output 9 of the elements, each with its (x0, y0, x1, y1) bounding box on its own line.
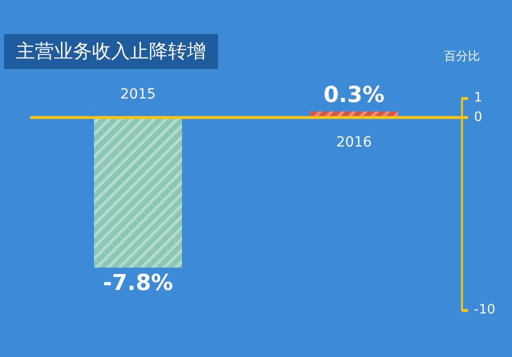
y-tick-label: 1 (474, 90, 482, 106)
x-tick-label: 2016 (336, 134, 372, 150)
x-tick-label: 2015 (120, 86, 156, 102)
y-tick-label: 0 (474, 110, 482, 125)
data-label: -7.8% (102, 271, 174, 296)
chart-title: 主营业务收入止降转增 (16, 40, 206, 62)
y-axis-title: 百分比 (444, 49, 480, 63)
data-label: 0.3% (323, 82, 385, 108)
y-tick-label: -10 (474, 302, 496, 318)
